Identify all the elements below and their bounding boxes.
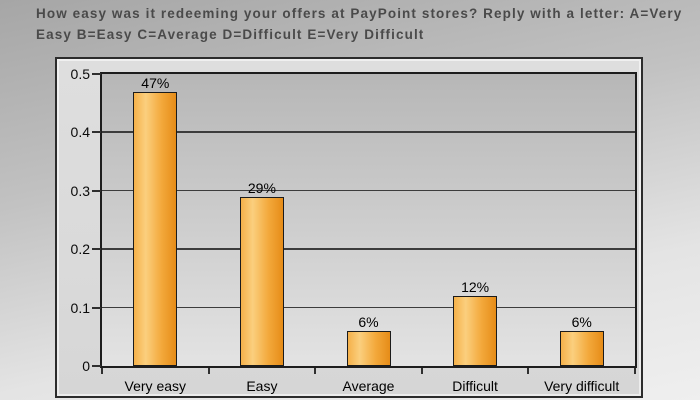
bar-value-label: 12%: [461, 278, 490, 295]
chart-frame: 47% 29% 6% 12% 6% 0.5 0.4 0.3 0.2 0.1 0 Very easy E…: [55, 57, 643, 398]
bar-value-label: 29%: [247, 179, 276, 196]
x-axis-tick: [207, 368, 210, 374]
x-axis-tick: [314, 368, 317, 374]
bar-value-label: 6%: [358, 313, 379, 330]
y-axis-tick: [92, 306, 101, 309]
y-axis-tick-label: 0.1: [70, 299, 90, 316]
y-axis-tick-label: 0: [82, 358, 90, 374]
bar-value-label: 47%: [141, 74, 170, 91]
x-axis-tick: [101, 368, 103, 374]
y-axis-tick: [92, 73, 101, 75]
x-axis-category-label: Difficult: [452, 378, 498, 394]
x-axis-category-label: Very easy: [124, 378, 187, 394]
y-axis-tick-label: 0.4: [70, 124, 90, 141]
x-axis-tick: [634, 368, 636, 374]
bar-difficult: [453, 295, 498, 366]
gridline: [102, 248, 635, 250]
bar-average: [346, 330, 391, 366]
y-axis-tick: [92, 365, 101, 367]
x-axis-tick: [420, 368, 423, 374]
x-axis-tick: [527, 368, 530, 374]
gridline: [102, 189, 635, 192]
y-axis-tick: [92, 189, 101, 192]
bar-easy: [239, 196, 284, 366]
plot-area: 47% 29% 6% 12% 6%: [100, 72, 637, 368]
x-axis-category-label: Average: [342, 378, 395, 394]
y-axis-tick: [92, 131, 101, 134]
gridline: [102, 131, 635, 133]
bar-very-easy: [133, 91, 178, 366]
chart-question-title: How easy was it redeeming your offers at…: [36, 6, 683, 42]
gridline: [102, 306, 635, 309]
x-axis-category-label: Easy: [246, 378, 278, 394]
y-axis-tick-label: 0.5: [70, 66, 90, 82]
y-axis-tick-label: 0.2: [70, 241, 90, 258]
bar-very-difficult: [559, 330, 604, 366]
y-axis-tick-label: 0.3: [70, 182, 90, 199]
bar-value-label: 6%: [571, 313, 592, 330]
x-axis-category-label: Very difficult: [544, 378, 620, 394]
y-axis-tick: [92, 248, 101, 251]
